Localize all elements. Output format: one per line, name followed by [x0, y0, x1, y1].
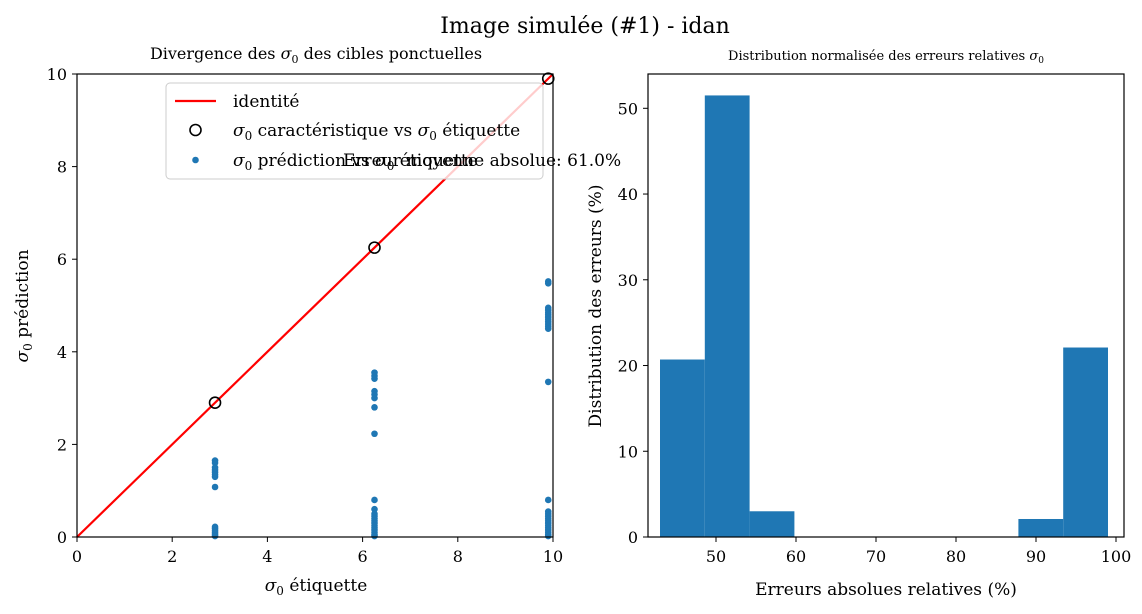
prediction-point	[371, 394, 378, 402]
figure-title: Image simulée (#1) - idan	[440, 14, 730, 39]
scatter-plot-frame	[76, 73, 554, 538]
histogram-x-axis-label: Erreurs absolues relatives (%)	[755, 580, 1017, 600]
histogram-bar	[749, 511, 795, 537]
y-tick-label: 8	[57, 158, 67, 177]
characteristic-point	[368, 241, 381, 254]
prediction-point	[211, 473, 219, 481]
prediction-point	[544, 532, 552, 540]
legend-prediction-swatch	[192, 156, 199, 164]
prediction-point	[211, 483, 219, 491]
y-tick-label: 4	[57, 343, 67, 362]
histogram-bar	[660, 359, 705, 537]
y-tick-label: 30	[618, 271, 638, 290]
prediction-point	[211, 532, 219, 540]
prediction-point	[211, 459, 219, 467]
prediction-point	[371, 375, 378, 382]
scatter-y-axis-label: σ0 prédiction	[13, 249, 35, 362]
y-tick-label: 10	[47, 65, 67, 84]
x-tick-label: 80	[946, 547, 966, 566]
histogram-title: Distribution normalisée des erreurs rela…	[728, 49, 1044, 66]
y-tick-label: 6	[57, 250, 67, 269]
prediction-point	[371, 404, 378, 411]
x-tick-label: 50	[706, 547, 726, 566]
x-tick-label: 100	[1101, 547, 1132, 566]
prediction-point	[371, 532, 378, 540]
legend-characteristic-swatch	[189, 123, 202, 137]
prediction-point	[371, 496, 378, 504]
histogram-panel: Distribution normalisée des erreurs rela…	[586, 49, 1131, 600]
y-tick-label: 10	[618, 442, 638, 461]
x-tick-label: 10	[543, 547, 563, 566]
legend-characteristic-label: σ0 caractéristique vs σ0 étiquette	[233, 121, 520, 143]
characteristic-point	[208, 396, 222, 410]
x-tick-label: 70	[866, 547, 886, 566]
prediction-point	[544, 279, 552, 287]
scatter-x-axis-label: σ0 étiquette	[265, 576, 368, 598]
x-tick-label: 4	[262, 547, 272, 566]
y-tick-label: 0	[628, 528, 638, 547]
y-tick-label: 20	[618, 357, 638, 376]
legend-identity-label: identité	[233, 92, 300, 112]
x-tick-label: 0	[72, 547, 82, 566]
prediction-point	[544, 378, 552, 386]
histogram-y-axis-label: Distribution des erreurs (%)	[586, 185, 606, 428]
histogram-bar	[1063, 347, 1108, 537]
mean-absolute-error-annotation: Erreur moyenne absolue: 61.0%	[343, 151, 621, 171]
histogram-plot-frame	[647, 73, 1125, 538]
scatter-title: Divergence des σ0 des cibles ponctuelles	[150, 44, 482, 66]
histogram-bars	[660, 95, 1108, 538]
prediction-point	[371, 430, 378, 438]
scatter-panel: Divergence des σ0 des cibles ponctuelles…	[13, 44, 621, 598]
y-tick-label: 50	[618, 99, 638, 118]
x-tick-label: 90	[1026, 547, 1046, 566]
legend-box	[165, 82, 544, 180]
legend-prediction-label: σ0 prédiction vs σ0 étiquette	[233, 151, 478, 173]
histogram-bar	[1018, 518, 1064, 537]
prediction-point	[544, 496, 552, 504]
scatter-ticks: 0 2 4 6 8 10 0 2 4 6 8 10	[47, 65, 564, 566]
x-tick-label: 2	[167, 547, 177, 566]
scatter-legend: identité σ0 caractéristique vs σ0 étique…	[165, 82, 544, 180]
y-tick-label: 2	[57, 435, 67, 454]
histogram-ticks: 50 60 70 80 90 100 0 10 20 30 40 50	[618, 99, 1132, 566]
prediction-point	[371, 505, 378, 513]
characteristic-point	[541, 72, 555, 85]
x-tick-label: 6	[358, 547, 368, 566]
y-tick-label: 0	[57, 528, 67, 547]
y-tick-label: 40	[618, 185, 638, 204]
histogram-bar	[704, 95, 750, 538]
x-tick-label: 8	[453, 547, 463, 566]
x-tick-label: 60	[786, 547, 806, 566]
prediction-point	[544, 325, 552, 332]
